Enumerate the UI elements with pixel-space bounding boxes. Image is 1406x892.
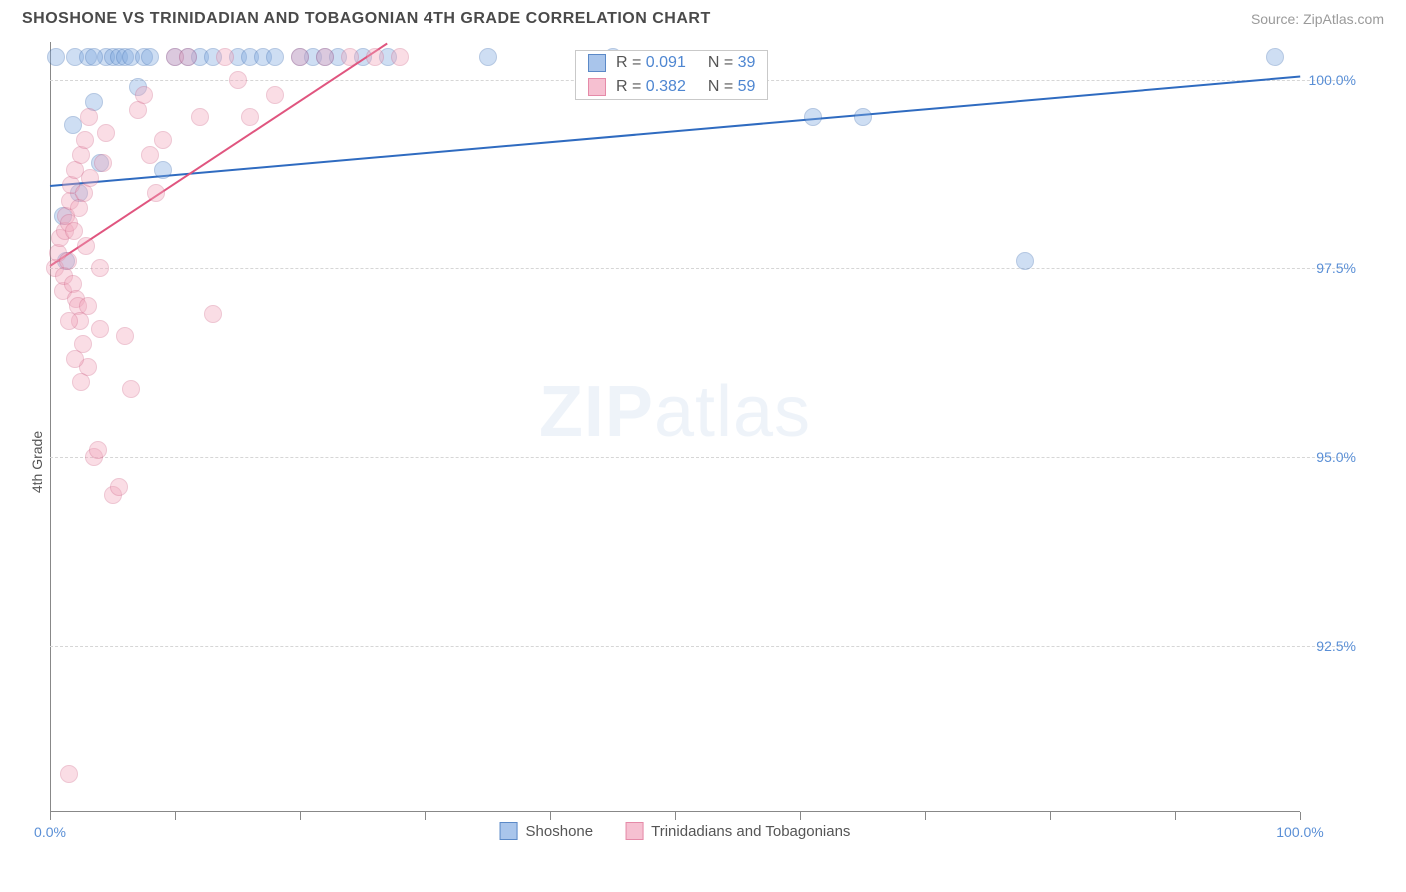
scatter-point [141, 146, 159, 164]
scatter-point [154, 161, 172, 179]
gridline-h [50, 646, 1350, 647]
scatter-point [391, 48, 409, 66]
x-tick [925, 812, 926, 820]
scatter-point [291, 48, 309, 66]
x-tick [425, 812, 426, 820]
scatter-point [804, 108, 822, 126]
scatter-point [91, 259, 109, 277]
scatter-point [147, 184, 165, 202]
stat-r: R = 0.382 [616, 78, 686, 96]
scatter-point [116, 327, 134, 345]
scatter-point [216, 48, 234, 66]
scatter-point [241, 108, 259, 126]
scatter-point [1266, 48, 1284, 66]
x-tick [50, 812, 51, 820]
scatter-point [97, 124, 115, 142]
scatter-point [316, 48, 334, 66]
scatter-point [60, 312, 78, 330]
scatter-point [85, 48, 103, 66]
scatter-point [81, 169, 99, 187]
scatter-point [341, 48, 359, 66]
scatter-point [77, 237, 95, 255]
x-tick [1175, 812, 1176, 820]
source-name: ZipAtlas.com [1303, 11, 1384, 27]
gridline-h [50, 457, 1350, 458]
scatter-point [64, 116, 82, 134]
scatter-point [47, 48, 65, 66]
x-tick-label: 0.0% [34, 824, 66, 840]
plot-area: ZIPatlas ShoshoneTrinidadians and Tobago… [50, 42, 1300, 812]
y-tick-label: 97.5% [1316, 260, 1356, 276]
legend-bottom: Shoshone Trinidadians and Tobagonians [500, 822, 851, 840]
y-tick-label: 95.0% [1316, 449, 1356, 465]
scatter-point [94, 154, 112, 172]
stats-row: R = 0.382 N = 59 [576, 75, 767, 99]
scatter-point [66, 350, 84, 368]
x-tick [800, 812, 801, 820]
legend-label: Shoshone [526, 823, 594, 840]
gridline-h [50, 268, 1350, 269]
scatter-point [191, 108, 209, 126]
scatter-point [1016, 252, 1034, 270]
scatter-point [135, 86, 153, 104]
source-prefix: Source: [1251, 11, 1303, 27]
legend-swatch [588, 54, 606, 72]
legend-swatch [625, 822, 643, 840]
y-axis-label: 4th Grade [29, 431, 45, 493]
x-tick [175, 812, 176, 820]
scatter-point [72, 146, 90, 164]
chart-title: SHOSHONE VS TRINIDADIAN AND TOBAGONIAN 4… [22, 10, 711, 28]
stats-box: R = 0.091 N = 39 R = 0.382 N = 59 [575, 50, 768, 100]
x-tick [1050, 812, 1051, 820]
scatter-point [79, 297, 97, 315]
scatter-point [179, 48, 197, 66]
scatter-point [154, 131, 172, 149]
scatter-point [65, 222, 83, 240]
scatter-point [59, 252, 77, 270]
chart-header: SHOSHONE VS TRINIDADIAN AND TOBAGONIAN 4… [0, 0, 1406, 34]
x-tick [675, 812, 676, 820]
legend-label: Trinidadians and Tobagonians [651, 823, 850, 840]
legend-swatch [588, 78, 606, 96]
x-tick [1300, 812, 1301, 820]
plot-border [50, 42, 1300, 812]
scatter-point [72, 373, 90, 391]
x-tick-label: 100.0% [1276, 824, 1323, 840]
scatter-point [366, 48, 384, 66]
stat-r: R = 0.091 [616, 54, 686, 72]
scatter-point [76, 131, 94, 149]
scatter-point [204, 305, 222, 323]
stat-n: N = 39 [708, 54, 756, 72]
legend-item: Shoshone [500, 822, 594, 840]
source-attribution: Source: ZipAtlas.com [1251, 11, 1384, 27]
stats-row: R = 0.091 N = 39 [576, 51, 767, 75]
scatter-point [80, 108, 98, 126]
legend-item: Trinidadians and Tobagonians [625, 822, 850, 840]
x-tick [550, 812, 551, 820]
scatter-point [229, 71, 247, 89]
legend-swatch [500, 822, 518, 840]
chart-container: 4th Grade ZIPatlas ShoshoneTrinidadians … [0, 34, 1406, 890]
scatter-point [60, 765, 78, 783]
y-tick-label: 100.0% [1309, 72, 1356, 88]
scatter-point [122, 380, 140, 398]
scatter-point [141, 48, 159, 66]
scatter-point [89, 441, 107, 459]
scatter-point [266, 86, 284, 104]
scatter-point [91, 320, 109, 338]
scatter-point [479, 48, 497, 66]
stat-n: N = 59 [708, 78, 756, 96]
scatter-point [110, 478, 128, 496]
scatter-point [266, 48, 284, 66]
y-tick-label: 92.5% [1316, 638, 1356, 654]
scatter-point [854, 108, 872, 126]
x-tick [300, 812, 301, 820]
